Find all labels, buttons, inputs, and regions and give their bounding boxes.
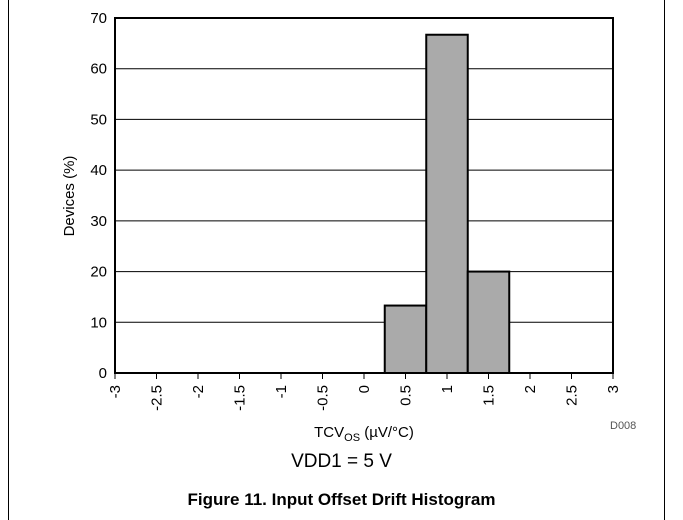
y-tick-labels: 0 10 20 30 40 50 60 70 [90, 10, 107, 382]
y-tick-label: 10 [90, 314, 107, 331]
x-tick-label: -0.5 [315, 385, 332, 411]
y-tick-label: 70 [90, 10, 107, 27]
x-tick-label: 0.5 [398, 385, 415, 406]
x-tick-label: -1.5 [232, 385, 249, 411]
figure-code: D008 [610, 420, 637, 432]
x-axis-label: TCVOS (µV/°C) [314, 424, 414, 444]
x-axis-label-main: TCV [314, 424, 344, 441]
y-tick-label: 0 [99, 365, 107, 382]
x-axis-label-subscript: OS [344, 432, 360, 444]
plot-area [115, 18, 613, 373]
x-tick-label: 1.5 [481, 385, 498, 406]
bars [383, 33, 511, 375]
x-tick-labels: -3 -2.5 -2 -1.5 -1 -0.5 0 0.5 1 1.5 2 2.5 3 [107, 373, 622, 411]
x-tick-label: -3 [107, 385, 124, 398]
x-axis-label-unit: (µV/°C) [360, 424, 414, 441]
histogram-bar [425, 33, 469, 374]
x-tick-label: 3 [605, 385, 622, 393]
x-tick-label: -2 [190, 385, 207, 398]
y-tick-label: 20 [90, 264, 107, 281]
condition-label: VDD1 = 5 V [291, 451, 392, 472]
grid-lines [115, 68, 613, 323]
figure-caption: Figure 11. Input Offset Drift Histogram [187, 490, 496, 509]
y-tick-label: 60 [90, 61, 107, 78]
x-tick-label: 2.5 [564, 385, 581, 406]
y-tick-label: 50 [90, 111, 107, 128]
histogram-bar [466, 270, 511, 375]
figure-frame [8, 0, 665, 520]
y-tick-label: 30 [90, 213, 107, 230]
x-tick-label: -2.5 [149, 385, 166, 411]
x-tick-label: 2 [522, 385, 539, 393]
y-axis-label: Devices (%) [61, 156, 78, 237]
histogram-bar [383, 304, 428, 374]
x-tick-label: -1 [273, 385, 290, 398]
x-tick-label: 1 [439, 385, 456, 393]
x-tick-label: 0 [356, 385, 373, 393]
y-tick-label: 40 [90, 162, 107, 179]
